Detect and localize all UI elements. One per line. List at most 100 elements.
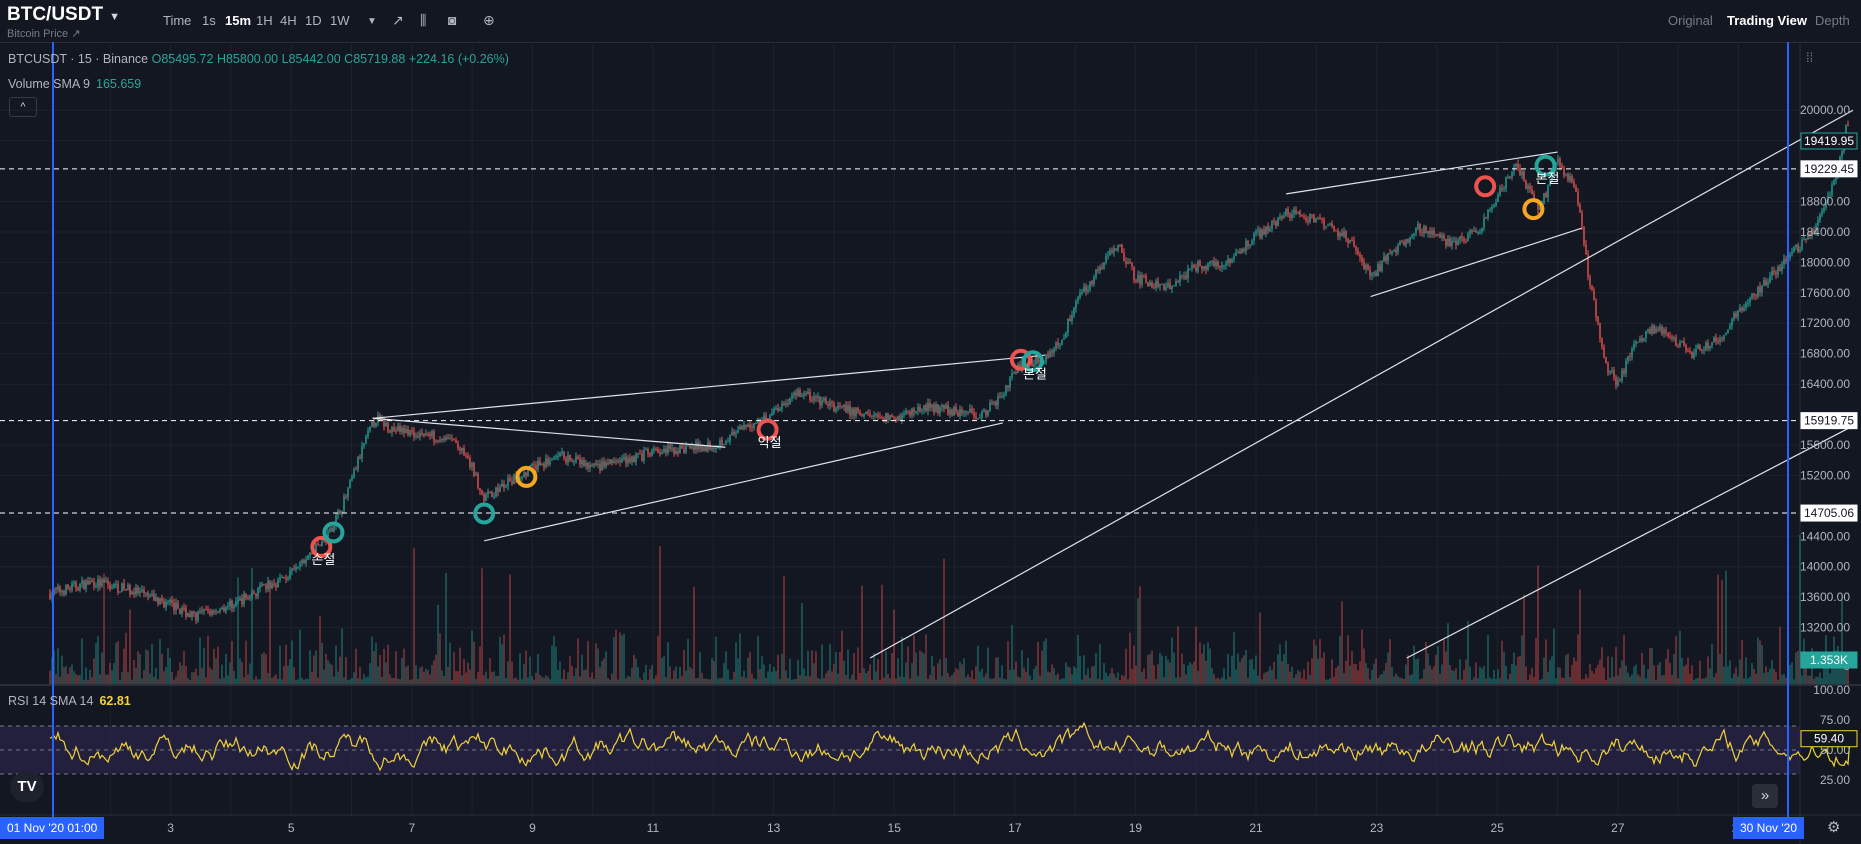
- candle-body: [1233, 255, 1235, 259]
- candle-body: [1085, 286, 1087, 292]
- scroll-to-latest-button[interactable]: »: [1752, 784, 1778, 808]
- volume-bar: [1631, 674, 1633, 684]
- candle-body: [1595, 300, 1597, 317]
- volume-bar: [1513, 652, 1515, 684]
- candle-body: [1425, 226, 1427, 234]
- chart-type-icon[interactable]: ⫼: [420, 12, 427, 28]
- candle-body: [207, 609, 209, 612]
- timeframe-1s[interactable]: 1s: [202, 13, 216, 28]
- volume-bar: [1055, 675, 1057, 684]
- candle-body: [649, 453, 651, 456]
- add-icon[interactable]: ⊕: [483, 12, 495, 28]
- timeframe-1w[interactable]: 1W: [330, 13, 350, 28]
- candle-body: [1373, 272, 1375, 274]
- volume-bar: [737, 658, 739, 684]
- volume-bar: [1015, 661, 1017, 684]
- indicators-icon[interactable]: ↗: [392, 12, 404, 28]
- candle-body: [117, 584, 119, 593]
- candle-body: [1531, 189, 1533, 195]
- candle-body: [861, 415, 863, 417]
- candle-body: [779, 408, 781, 411]
- volume-bar: [1091, 666, 1093, 684]
- candle-body: [123, 583, 125, 590]
- volume-bar: [1779, 626, 1781, 684]
- volume-bar: [503, 634, 505, 684]
- camera-icon[interactable]: ◙: [448, 12, 457, 28]
- candle-body: [673, 447, 675, 454]
- volume-bar: [857, 647, 859, 684]
- more-timeframes-icon[interactable]: ▼: [367, 16, 377, 27]
- view-depth[interactable]: Depth: [1815, 13, 1850, 28]
- candle-body: [1193, 264, 1195, 267]
- volume-bar: [659, 546, 661, 684]
- candle-body: [283, 577, 285, 579]
- volume-bar: [1001, 665, 1003, 684]
- candle-body: [1033, 363, 1035, 367]
- symbol-selector[interactable]: BTC/USDT ▼: [7, 4, 120, 26]
- volume-bar: [1733, 673, 1735, 684]
- volume-bar: [1019, 677, 1021, 684]
- volume-bar: [971, 670, 973, 684]
- volume-bar: [413, 548, 415, 684]
- timeframe-4h[interactable]: 4H: [280, 13, 297, 28]
- candle-body: [371, 421, 373, 427]
- candle-body: [853, 408, 855, 416]
- collapse-legend-button[interactable]: ^: [9, 97, 37, 117]
- volume-bar: [1593, 673, 1595, 684]
- candle-body: [1171, 285, 1173, 290]
- volume-bar: [1299, 671, 1301, 684]
- volume-bar: [689, 667, 691, 684]
- candle-body: [285, 577, 287, 580]
- candle-body: [455, 440, 457, 444]
- volume-bar: [829, 644, 831, 684]
- volume-bar: [1397, 676, 1399, 684]
- volume-bar: [243, 677, 245, 684]
- candle-body: [1697, 344, 1699, 349]
- candle-body: [1307, 220, 1309, 222]
- timeframe-1d[interactable]: 1D: [305, 13, 322, 28]
- volume-bar: [1097, 678, 1099, 684]
- candle-body: [1771, 270, 1773, 277]
- timeframe-1h[interactable]: 1H: [256, 13, 273, 28]
- candle-body: [291, 568, 293, 571]
- candle-body: [1801, 240, 1803, 250]
- volume-bar: [651, 664, 653, 684]
- volume-bar: [1317, 658, 1319, 684]
- candle-body: [1361, 257, 1363, 262]
- candle-body: [893, 417, 895, 419]
- candle-body: [1571, 176, 1573, 183]
- drag-handle-icon[interactable]: ⁞⁞: [1806, 50, 1814, 65]
- volume-bar: [1329, 678, 1331, 684]
- volume-bar: [1193, 661, 1195, 684]
- candle-body: [1309, 214, 1311, 222]
- volume-bar: [489, 658, 491, 684]
- pair-subtitle[interactable]: Bitcoin Price ↗: [7, 28, 81, 40]
- candle-body: [335, 515, 337, 527]
- volume-bar: [1375, 658, 1377, 684]
- view-original[interactable]: Original: [1668, 13, 1713, 28]
- view-trading-view[interactable]: Trading View: [1727, 13, 1807, 28]
- candle-body: [1359, 254, 1361, 258]
- volume-bar: [1269, 666, 1271, 684]
- candle-body: [195, 612, 197, 621]
- ohlc-legend: BTCUSDT · 15 · Binance O85495.72 H85800.…: [8, 52, 509, 66]
- candle-body: [1591, 285, 1593, 291]
- candle-body: [1569, 176, 1571, 181]
- timeframe-time[interactable]: Time: [163, 13, 192, 28]
- gear-icon[interactable]: ⚙: [1827, 819, 1841, 836]
- timeframe-15m[interactable]: 15m: [225, 13, 252, 28]
- volume-badge: 1.353K: [1810, 653, 1848, 667]
- volume-bar: [513, 678, 515, 684]
- volume-bar: [771, 671, 773, 684]
- candle-body: [941, 405, 943, 407]
- volume-bar: [1717, 574, 1719, 684]
- candle-body: [1835, 177, 1837, 180]
- volume-bar: [1365, 662, 1367, 684]
- candle-body: [841, 406, 843, 408]
- volume-bar: [769, 663, 771, 684]
- volume-bar: [301, 677, 303, 684]
- trade-marker-label: 본절: [1536, 171, 1560, 186]
- volume-bar: [641, 679, 643, 684]
- candle-body: [449, 438, 451, 440]
